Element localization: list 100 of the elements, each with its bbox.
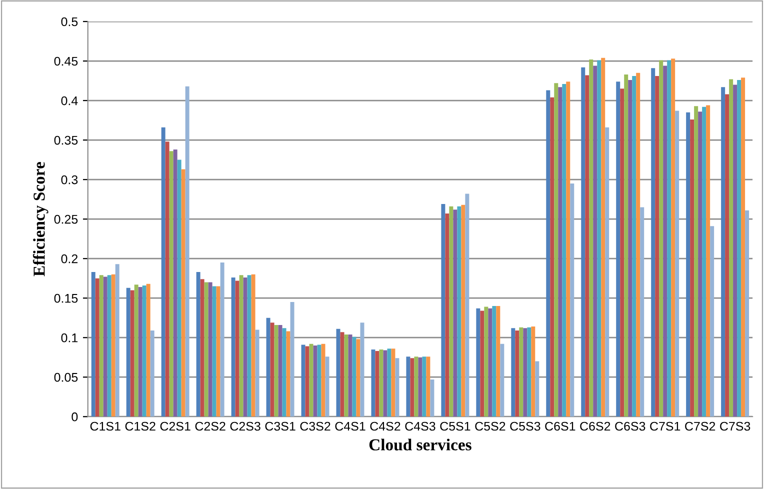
- bar: [480, 310, 484, 417]
- bar: [725, 94, 730, 417]
- bar: [566, 82, 570, 417]
- bar: [601, 58, 606, 417]
- bar: [126, 288, 130, 417]
- x-tick-label: C6S1: [545, 422, 576, 431]
- bar: [616, 82, 620, 417]
- y-tick-label: 0.4: [61, 96, 78, 106]
- bar: [659, 60, 664, 417]
- bar: [675, 110, 680, 417]
- bar: [317, 344, 322, 417]
- y-tick-label: 0.1: [61, 333, 78, 342]
- bar: [558, 87, 562, 417]
- x-tick-label: C2S2: [195, 422, 226, 431]
- bar: [173, 150, 178, 417]
- y-tick-label: 0.2: [61, 254, 78, 264]
- bar: [181, 169, 186, 417]
- bar: [270, 322, 274, 417]
- bar: [204, 282, 208, 417]
- bar: [554, 83, 558, 417]
- bar: [321, 344, 326, 417]
- x-tick-label: C3S1: [265, 422, 296, 431]
- bar: [344, 334, 348, 417]
- bar: [274, 324, 278, 417]
- bar: [430, 379, 434, 417]
- x-tick-label: C7S3: [720, 422, 750, 431]
- bar: [142, 285, 146, 417]
- bar: [496, 306, 500, 417]
- bar: [585, 75, 590, 417]
- bar: [247, 275, 252, 417]
- bar: [340, 332, 344, 417]
- bar: [733, 84, 738, 417]
- y-tick-label: 0.5: [61, 17, 78, 26]
- bar: [387, 348, 392, 417]
- bar: [107, 275, 112, 417]
- bar: [605, 127, 610, 417]
- x-tick-label: C2S3: [230, 422, 260, 431]
- y-tick-label: 0.25: [54, 214, 78, 224]
- bar: [286, 331, 290, 417]
- bar: [212, 286, 216, 417]
- bar: [150, 330, 154, 417]
- bar: [651, 68, 656, 417]
- x-tick-label: C5S1: [440, 422, 470, 431]
- bar: [146, 284, 150, 417]
- bar: [620, 88, 624, 417]
- bar: [177, 160, 182, 417]
- bar: [301, 344, 306, 417]
- bar: [414, 356, 418, 417]
- y-tick-label: 0: [72, 412, 78, 422]
- bar: [220, 262, 224, 417]
- bar: [383, 350, 388, 417]
- bar: [95, 278, 100, 417]
- bar: [737, 80, 742, 417]
- bar: [457, 206, 462, 417]
- bar: [476, 308, 480, 417]
- bar: [500, 344, 504, 417]
- bar: [511, 328, 516, 417]
- bar: [103, 276, 108, 417]
- bar: [356, 339, 360, 417]
- bar: [449, 206, 454, 417]
- bar: [161, 127, 166, 417]
- bar: [531, 326, 536, 417]
- bar: [255, 330, 260, 417]
- bar: [702, 106, 706, 417]
- y-tick-label: 0.45: [54, 56, 78, 66]
- bar: [305, 346, 310, 417]
- bar: [441, 204, 446, 417]
- bar: [461, 204, 466, 417]
- x-tick-label: C7S2: [685, 422, 716, 431]
- bar: [706, 105, 710, 417]
- bar: [115, 264, 120, 417]
- bar: [570, 184, 574, 417]
- bar: [465, 194, 470, 417]
- bar: [348, 334, 352, 417]
- bar: [690, 120, 694, 417]
- bar: [111, 274, 116, 417]
- x-tick-label: C5S3: [510, 422, 540, 431]
- y-axis-title: Efficiency Score: [32, 162, 48, 276]
- bar: [165, 142, 170, 417]
- bar: [550, 97, 554, 417]
- bar: [636, 72, 640, 417]
- bar: [169, 151, 174, 417]
- bar: [426, 356, 430, 417]
- bar: [686, 112, 690, 417]
- bar: [589, 59, 594, 417]
- bar: [527, 327, 532, 417]
- bar: [309, 344, 314, 417]
- y-tick-label: 0.35: [54, 136, 78, 145]
- bar: [535, 361, 540, 417]
- x-tick-label: C7S1: [650, 422, 680, 431]
- bar: [453, 210, 458, 417]
- bar: [91, 272, 96, 417]
- bar: [663, 66, 668, 417]
- bar: [671, 58, 676, 417]
- bar: [729, 79, 734, 417]
- bar: [655, 76, 660, 417]
- bar: [130, 290, 134, 417]
- x-tick-label: C4S3: [405, 422, 436, 431]
- bar: [251, 274, 256, 417]
- bar: [519, 327, 524, 417]
